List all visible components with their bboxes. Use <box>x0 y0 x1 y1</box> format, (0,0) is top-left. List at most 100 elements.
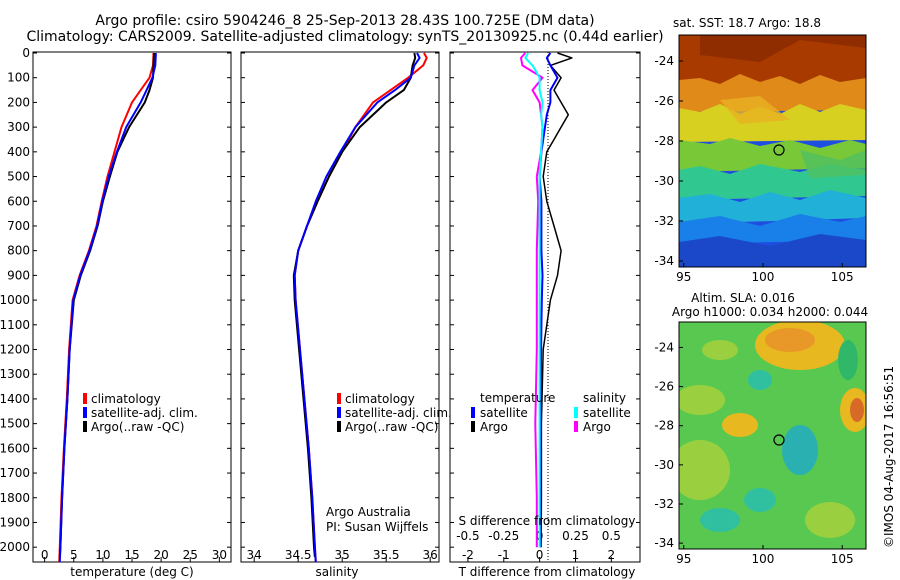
legend-label-climatology: climatology <box>345 392 415 406</box>
difference-x-axis: -2 -1 0 1 2-0.5 -0.25 0 0.25 0.5 <box>456 529 621 562</box>
depth-tick-label: 1900 <box>0 515 30 529</box>
x-tick-label: 30 <box>212 548 227 562</box>
x-tick-label: 20 <box>153 548 168 562</box>
temperature-x-axis: 0 5 10 15 20 25 30 <box>41 548 227 562</box>
lon-tick-label: 105 <box>831 552 854 566</box>
report-title-line1: Argo profile: csiro 5904246_8 25-Sep-201… <box>95 13 595 29</box>
depth-tick-label: 900 <box>7 268 30 282</box>
depth-tick-label: 1500 <box>0 417 30 431</box>
salinity-lines <box>292 52 428 562</box>
x-tick-label: 0 <box>41 548 49 562</box>
salinity-axis-label: salinity <box>315 565 358 579</box>
temperature-lines <box>58 52 157 562</box>
difference-panel-frame <box>449 51 641 563</box>
legend-swatch-argo <box>471 421 475 432</box>
legend-label-climatology: climatology <box>91 392 161 406</box>
s-difference-axis-label: S difference from climatology <box>459 514 636 528</box>
difference-legend: temperature salinity satellite Argo sate… <box>471 391 631 434</box>
depth-tick-label: 100 <box>7 71 30 85</box>
legend-label-satellite: satellite <box>480 406 528 420</box>
sst-map-frame <box>678 34 867 268</box>
sla-map-axes: 95 100 105 -24 -26 -28 -30 -32 -34 <box>654 340 853 566</box>
legend-swatch-sal-satellite <box>574 407 578 418</box>
legend-label-satellite: satellite-adj. clim. <box>91 406 198 420</box>
lat-tick-label: -34 <box>654 254 674 268</box>
depth-tick-label: 0 <box>22 46 30 60</box>
depth-tick-label: 300 <box>7 120 30 134</box>
depth-tick-label: 1600 <box>0 441 30 455</box>
x-tick-label: 35.5 <box>373 548 400 562</box>
legend-swatch-climatology <box>337 393 341 404</box>
x-tick-label: 34.5 <box>285 548 312 562</box>
legend-title-temperature: temperature <box>480 391 555 405</box>
satellite-s-difference-line <box>524 52 544 548</box>
lon-tick-label: 95 <box>676 552 691 566</box>
x-tick-label: 36 <box>423 548 438 562</box>
salinity-x-axis: 34 34.5 35 35.5 36 <box>247 548 438 562</box>
sla-map-title-line2: Argo h1000: 0.034 h2000: 0.044 <box>672 305 868 319</box>
lat-tick-label: -32 <box>654 214 674 228</box>
depth-tick-label: 800 <box>7 244 30 258</box>
lat-tick-label: -30 <box>654 458 674 472</box>
lat-tick-label: -30 <box>654 174 674 188</box>
legend-swatch-satellite <box>337 407 341 418</box>
argo-float-marker <box>773 434 785 446</box>
t-difference-axis-label: T difference from climatology <box>458 565 636 579</box>
pi-note: PI: Susan Wijffels <box>326 520 428 534</box>
depth-tick-label: 1300 <box>0 367 30 381</box>
x-tick-label: 10 <box>95 548 110 562</box>
salinity-legend: climatology satellite-adj. clim. Argo(..… <box>337 392 452 434</box>
x-tick-label: -2 <box>462 548 474 562</box>
lat-tick-label: -34 <box>654 536 674 550</box>
depth-tick-label: 500 <box>7 170 30 184</box>
depth-tick-label: 1800 <box>0 491 30 505</box>
x-tick-label: 0 <box>536 548 544 562</box>
s-tick-label: -0.5 <box>456 529 479 543</box>
legend-label-satellite: satellite-adj. clim. <box>345 406 452 420</box>
legend-label-argo: Argo <box>480 420 508 434</box>
legend-label-sal-satellite: satellite <box>583 406 631 420</box>
legend-swatch-satellite <box>83 407 87 418</box>
lat-tick-label: -28 <box>654 419 674 433</box>
depth-tick-label: 1000 <box>0 293 30 307</box>
x-tick-label: 25 <box>183 548 198 562</box>
legend-label-argo: Argo(..raw -QC) <box>91 420 184 434</box>
program-note: Argo Australia <box>326 505 411 519</box>
x-tick-label: 15 <box>124 548 139 562</box>
argo-line <box>58 52 156 558</box>
s-tick-label: 0.25 <box>562 529 589 543</box>
depth-tick-label: 600 <box>7 194 30 208</box>
depth-tick-label: 1100 <box>0 318 30 332</box>
imos-credit: ©IMOS 04-Aug-2017 16:56:51 <box>882 366 896 548</box>
x-tick-label: 5 <box>70 548 78 562</box>
lat-tick-label: -24 <box>654 340 674 354</box>
sst-map-axes: 95 100 105 -24 -26 -28 -30 -32 -34 <box>654 54 853 284</box>
sst-map <box>679 35 866 267</box>
sla-map-frame <box>678 321 867 550</box>
depth-tick-label: 2000 <box>0 540 30 554</box>
temperature-legend: climatology satellite-adj. clim. Argo(..… <box>83 392 198 434</box>
lat-tick-label: -32 <box>654 497 674 511</box>
legend-swatch-climatology <box>83 393 87 404</box>
salinity-panel-frame <box>240 51 440 563</box>
legend-swatch-satellite <box>471 407 475 418</box>
depth-axis: 0 100 200 300 400 500 600 700 800 900 1000 1100 1200… <box>0 46 640 554</box>
x-tick-label: 1 <box>572 548 580 562</box>
s-tick-label: -0.25 <box>488 529 519 543</box>
x-tick-label: 34 <box>247 548 262 562</box>
legend-swatch-sal-argo <box>574 421 578 432</box>
lat-tick-label: -26 <box>654 94 674 108</box>
lon-tick-label: 95 <box>676 270 691 284</box>
depth-tick-label: 1200 <box>0 343 30 357</box>
legend-label-sal-argo: Argo <box>583 420 611 434</box>
climatology-line <box>293 52 428 562</box>
depth-tick-label: 400 <box>7 145 30 159</box>
x-tick-label: 35 <box>335 548 350 562</box>
temperature-axis-label: temperature (deg C) <box>70 565 193 579</box>
legend-swatch-argo <box>83 421 87 432</box>
sla-map-title-line1: Altim. SLA: 0.016 <box>691 291 795 305</box>
argo-t-difference-line <box>540 52 573 548</box>
lat-tick-label: -24 <box>654 54 674 68</box>
depth-tick-label: 700 <box>7 219 30 233</box>
